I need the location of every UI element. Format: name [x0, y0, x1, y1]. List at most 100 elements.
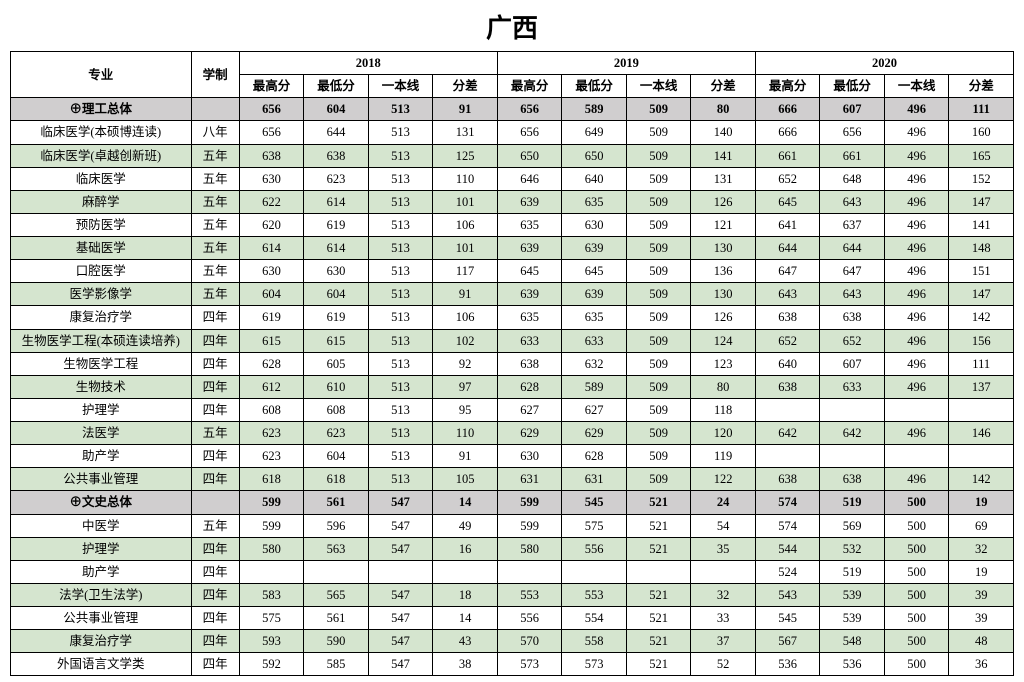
cell [820, 398, 885, 421]
cell: 四年 [191, 329, 239, 352]
cell: 91 [433, 445, 498, 468]
cell: 573 [497, 653, 562, 676]
cell: 四年 [191, 445, 239, 468]
cell: 650 [562, 144, 627, 167]
cell: 126 [691, 190, 756, 213]
cell: 110 [433, 167, 498, 190]
cell [820, 445, 885, 468]
cell: 615 [239, 329, 304, 352]
table-row: 助产学四年62360451391630628509119 [11, 445, 1014, 468]
cell: 52 [691, 653, 756, 676]
cell: 639 [497, 283, 562, 306]
cell: 康复治疗学 [11, 630, 192, 653]
cell: 122 [691, 468, 756, 491]
cell: 608 [304, 398, 369, 421]
table-row: 中医学五年599596547495995755215457456950069 [11, 514, 1014, 537]
category-row: ⊕理工总体6566045139165658950980666607496111 [11, 98, 1014, 121]
cell: 509 [626, 445, 691, 468]
cell: 536 [820, 653, 885, 676]
cell: 539 [820, 607, 885, 630]
cell: 599 [497, 491, 562, 514]
cell: 627 [497, 398, 562, 421]
cell: 496 [884, 167, 949, 190]
cell: 641 [755, 213, 820, 236]
cell: 四年 [191, 398, 239, 421]
cell: 80 [691, 375, 756, 398]
cell: 666 [755, 121, 820, 144]
cell: 638 [820, 468, 885, 491]
cell: 140 [691, 121, 756, 144]
cell: 575 [239, 607, 304, 630]
cell: 509 [626, 121, 691, 144]
cell: 656 [239, 98, 304, 121]
cell: 640 [755, 352, 820, 375]
cell: 141 [949, 213, 1014, 236]
cell: 四年 [191, 352, 239, 375]
cell [884, 445, 949, 468]
cell: 509 [626, 329, 691, 352]
cell: 123 [691, 352, 756, 375]
cell: 公共事业管理 [11, 468, 192, 491]
cell: 638 [755, 306, 820, 329]
cell: 36 [949, 653, 1014, 676]
cell: 口腔医学 [11, 260, 192, 283]
cell: 513 [368, 167, 433, 190]
cell: 152 [949, 167, 1014, 190]
cell: 69 [949, 514, 1014, 537]
cell: 561 [304, 607, 369, 630]
cell: 91 [433, 283, 498, 306]
cell: 589 [562, 98, 627, 121]
table-row: 临床医学五年6306235131106466405091316526484961… [11, 167, 1014, 190]
cell: 639 [497, 190, 562, 213]
cell: 635 [562, 190, 627, 213]
cell: 630 [239, 260, 304, 283]
cell: 633 [820, 375, 885, 398]
cell: 635 [497, 213, 562, 236]
cell: 五年 [191, 283, 239, 306]
cell: 513 [368, 237, 433, 260]
cell: 605 [304, 352, 369, 375]
cell: 92 [433, 352, 498, 375]
table-row: 生物医学工程四年62860551392638632509123640607496… [11, 352, 1014, 375]
cell: 585 [304, 653, 369, 676]
cell [433, 560, 498, 583]
cell: 54 [691, 514, 756, 537]
cell: 638 [239, 144, 304, 167]
cell: 496 [884, 468, 949, 491]
cell: 509 [626, 398, 691, 421]
cell: 604 [239, 283, 304, 306]
cell: 四年 [191, 607, 239, 630]
cell: 513 [368, 213, 433, 236]
cell: 607 [820, 352, 885, 375]
cell: 临床医学(本硕博连读) [11, 121, 192, 144]
header-sub: 最高分 [497, 75, 562, 98]
cell: 509 [626, 167, 691, 190]
cell: 四年 [191, 537, 239, 560]
cell: 33 [691, 607, 756, 630]
cell: 623 [239, 422, 304, 445]
cell: 521 [626, 491, 691, 514]
table-row: 外国语言文学类四年5925855473857357352152536536500… [11, 653, 1014, 676]
cell: 147 [949, 283, 1014, 306]
cell: 521 [626, 630, 691, 653]
cell: 631 [497, 468, 562, 491]
cell: 39 [949, 583, 1014, 606]
header-year-2020: 2020 [755, 52, 1013, 75]
cell: 590 [304, 630, 369, 653]
cell: 500 [884, 630, 949, 653]
cell [304, 560, 369, 583]
cell: 38 [433, 653, 498, 676]
cell: 619 [304, 213, 369, 236]
cell: 四年 [191, 630, 239, 653]
cell: 509 [626, 98, 691, 121]
cell: 536 [755, 653, 820, 676]
cell: 111 [949, 98, 1014, 121]
cell: 496 [884, 121, 949, 144]
cell: 627 [562, 398, 627, 421]
cell [884, 398, 949, 421]
header-sub: 一本线 [884, 75, 949, 98]
cell [949, 398, 1014, 421]
cell: 583 [239, 583, 304, 606]
cell: 19 [949, 491, 1014, 514]
cell: 633 [562, 329, 627, 352]
